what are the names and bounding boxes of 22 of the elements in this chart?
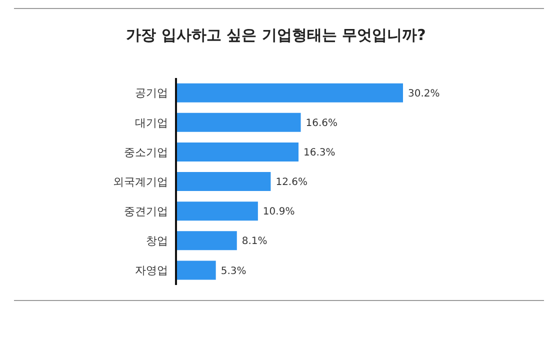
bar	[176, 202, 258, 221]
data-label: 8.1%	[242, 236, 268, 248]
bar	[176, 231, 237, 250]
y-tick-label: 창업	[146, 234, 168, 248]
y-tick-label: 중견기업	[124, 204, 168, 218]
bar	[176, 142, 299, 162]
y-tick-label: 대기업	[135, 116, 168, 130]
chart-title: 가장 입사하고 싶은 기업형태는 무엇입니까?	[125, 26, 427, 45]
y-tick-label: 중소기업	[124, 146, 168, 159]
data-label: 16.3%	[304, 148, 336, 159]
data-label: 16.6%	[306, 118, 338, 129]
bar	[176, 260, 216, 280]
data-label: 12.6%	[276, 177, 308, 188]
y-tick-label: 외국계기업	[113, 175, 168, 188]
y-tick-label: 자영업	[135, 264, 168, 278]
bar	[176, 172, 271, 192]
bar	[176, 83, 403, 102]
bar	[176, 112, 301, 132]
data-label: 30.2%	[408, 88, 440, 100]
data-label: 10.9%	[262, 206, 295, 218]
data-label: 5.3%	[220, 266, 246, 277]
y-tick-label: 공기업	[135, 86, 168, 100]
